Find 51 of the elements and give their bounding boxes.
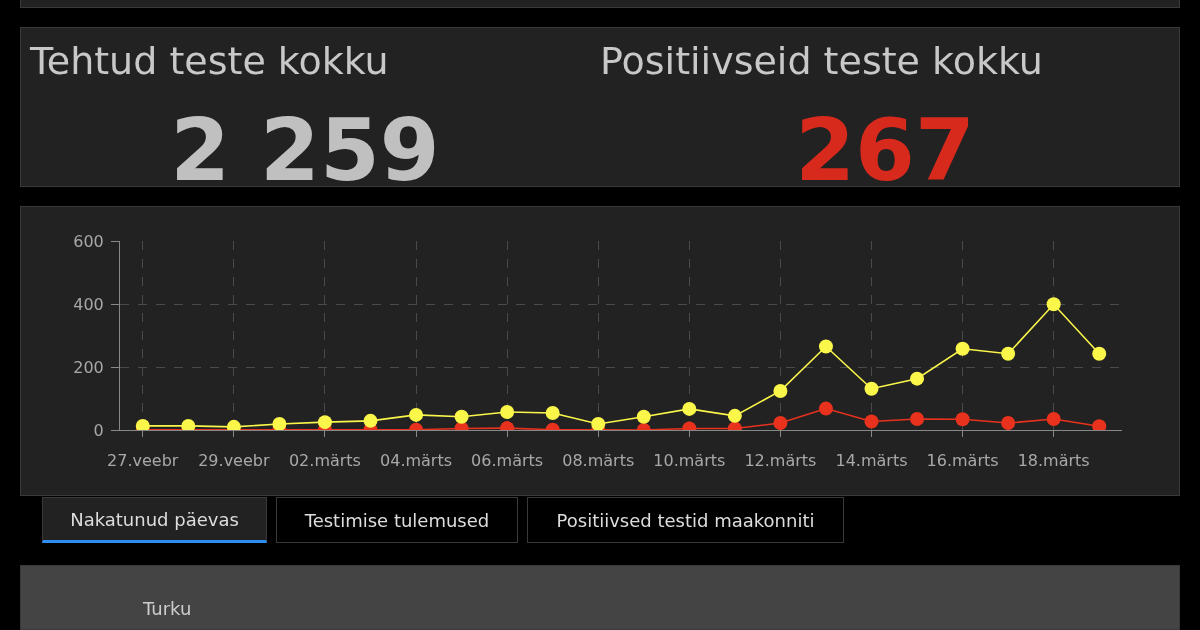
- point: [727, 408, 742, 423]
- point: [500, 405, 515, 420]
- x-tick-label: 27.veebr: [107, 451, 179, 471]
- point: [409, 407, 424, 422]
- point: [317, 415, 332, 430]
- x-tick-label: 12.märts: [744, 451, 817, 471]
- text: 2 259: [169, 100, 441, 200]
- point: [454, 409, 469, 424]
- y-tick-label: 600: [73, 231, 104, 251]
- text: Nakatunud päevas: [42, 497, 267, 543]
- point: [910, 411, 925, 426]
- text: 267: [794, 100, 976, 200]
- text: Turku: [143, 598, 192, 619]
- x-tick-label: 16.märts: [926, 451, 999, 471]
- point: [1046, 297, 1061, 312]
- point: [363, 413, 378, 428]
- point: [545, 405, 560, 420]
- x-tick-label: 08.märts: [562, 451, 635, 471]
- point: [1092, 346, 1107, 361]
- text: Testimise tulemused: [276, 497, 518, 543]
- x-tick-label: 02.märts: [288, 451, 361, 471]
- point: [1001, 346, 1016, 361]
- point: [181, 418, 196, 430]
- point: [818, 339, 833, 354]
- point: [773, 383, 788, 398]
- point: [818, 401, 833, 416]
- point: [135, 418, 150, 430]
- point: [1001, 416, 1016, 430]
- text: Positiivseid teste kokku: [600, 39, 1043, 83]
- x-tick-label: 29.veebr: [198, 451, 270, 471]
- x-tick-label: 06.märts: [471, 451, 544, 471]
- point: [773, 416, 788, 430]
- point: [636, 409, 651, 424]
- point: [864, 414, 879, 429]
- point: [864, 381, 879, 396]
- x-tick-label: 14.märts: [835, 451, 908, 471]
- point: [910, 371, 925, 386]
- point: [955, 412, 970, 427]
- point: [272, 417, 287, 430]
- point: [955, 341, 970, 356]
- point: [682, 401, 697, 416]
- x-tick-label: 10.märts: [653, 451, 726, 471]
- text: Positiivsed testid maakonniti: [527, 497, 844, 543]
- text: Tehtud teste kokku: [30, 39, 389, 83]
- point: [1046, 411, 1061, 426]
- y-tick-label: 400: [73, 294, 104, 314]
- y-tick-label: 200: [73, 357, 104, 377]
- x-tick-label: 18.märts: [1017, 451, 1090, 471]
- y-tick-label: 0: [93, 420, 104, 440]
- x-tick-label: 04.märts: [380, 451, 453, 471]
- point: [591, 417, 606, 430]
